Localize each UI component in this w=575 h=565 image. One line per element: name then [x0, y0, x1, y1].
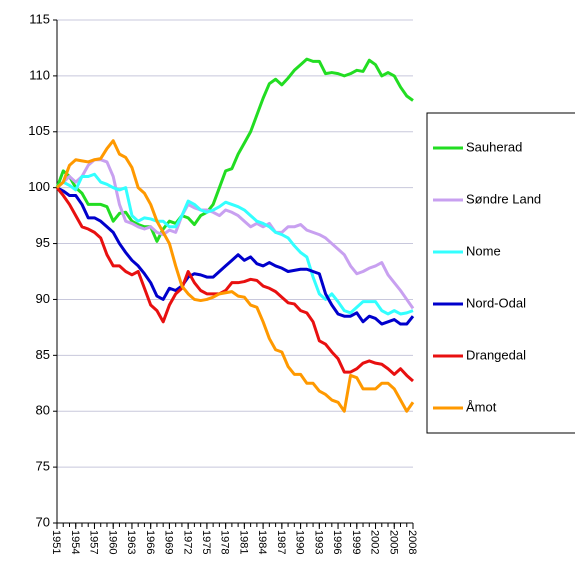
- x-tick-label: 1981: [237, 530, 249, 554]
- x-tick-label: 2008: [406, 530, 418, 554]
- x-tick-label: 1954: [69, 530, 81, 554]
- y-tick-label: 100: [28, 179, 50, 194]
- series-line: [56, 172, 414, 316]
- series-line: [56, 139, 415, 413]
- legend-label: Åmot: [466, 399, 497, 414]
- y-tick-label: 95: [36, 235, 50, 250]
- x-tick-label: 1978: [219, 530, 231, 554]
- x-tick-label: 1987: [275, 530, 287, 554]
- legend-label: Nome: [466, 243, 501, 258]
- series-line: [55, 57, 414, 243]
- x-tick-label: 1990: [294, 530, 306, 554]
- y-tick-label: 70: [36, 514, 50, 529]
- x-tick-label: 2002: [369, 530, 381, 554]
- x-tick-label: 1957: [88, 530, 100, 554]
- x-tick-label: 1972: [181, 530, 193, 554]
- y-tick-label: 90: [36, 291, 50, 306]
- y-tick-label: 85: [36, 347, 50, 362]
- y-tick-label: 105: [28, 123, 50, 138]
- y-tick-label: 110: [29, 67, 50, 82]
- x-tick-label: 1975: [200, 530, 212, 554]
- series-line: [56, 158, 415, 310]
- legend-label: Nord-Odal: [466, 295, 526, 310]
- series-line: [55, 186, 414, 383]
- x-tick-label: 1951: [50, 530, 62, 554]
- legend-label: Sauherad: [466, 139, 522, 154]
- y-tick-label: 115: [29, 11, 50, 26]
- x-tick-label: 1960: [106, 530, 118, 554]
- legend-label: Søndre Land: [466, 191, 541, 206]
- x-tick-label: 1984: [256, 530, 268, 554]
- x-tick-label: 1996: [331, 530, 343, 554]
- series-line: [56, 186, 415, 326]
- legend-label: Drangedal: [466, 347, 526, 362]
- x-tick-label: 1963: [125, 530, 137, 554]
- x-tick-label: 1969: [163, 530, 175, 554]
- x-tick-label: 1993: [312, 530, 324, 554]
- x-tick-label: 1966: [144, 530, 156, 554]
- x-tick-label: 2005: [387, 530, 399, 554]
- y-tick-label: 80: [36, 403, 50, 418]
- y-tick-label: 75: [36, 459, 50, 474]
- x-tick-label: 1999: [350, 530, 362, 554]
- legend-box: [426, 112, 575, 434]
